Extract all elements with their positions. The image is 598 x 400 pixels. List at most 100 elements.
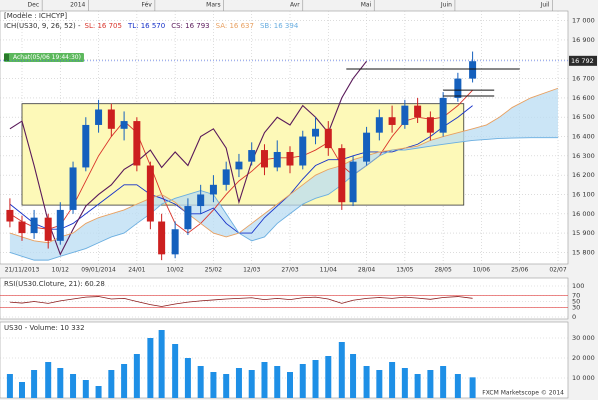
candle-body [312,128,320,137]
y-tick-label: 16 000 [572,210,595,218]
volume-bar [184,358,191,398]
candle-body [439,97,447,133]
volume-bar [70,374,77,398]
x-tick-label: 28/04 [358,267,375,274]
rsi-title: RSI(US30.Cloture, 21): 60.28 [4,280,105,288]
indicator-line [9,89,473,234]
buy-label: Achat(05/06 19:44:30) [13,54,81,61]
volume-bar [363,366,370,398]
price-tag-label: 16 792 [571,57,594,65]
x-tick-label: 25/06 [511,267,528,274]
price-tag [569,55,597,66]
volume-bar [223,374,230,398]
candle-body [56,209,64,241]
volume-bar [45,362,52,398]
y-tick-label: 17 000 [572,17,595,25]
candle-body [95,109,103,125]
candle-body [146,165,154,222]
y-tick-label: 16 400 [572,133,595,141]
candle-body [44,217,52,241]
candle-body [338,148,346,203]
month-label: Avr [290,2,300,9]
volume-bar [19,382,25,398]
candle-body [286,151,294,166]
volume-bar [133,354,140,398]
candle-body [414,105,422,118]
month-label: Dec [28,2,40,9]
volume-bar [389,362,396,398]
x-tick-label: 12/03 [243,267,260,274]
volume-bar [248,370,255,398]
y-tick-label: 15 900 [572,229,595,237]
candle-body [30,217,38,234]
footer: FXCM Marketscope © 2014 [482,390,564,397]
volume-bar [312,360,319,398]
candle-body [184,206,192,230]
legend-entry: CS: 16 793 [171,22,209,30]
volume-title: US30 - Volume: 10 332 [4,324,85,332]
y-tick-label: 0 [572,313,576,321]
x-tick-label: 28/05 [434,267,451,274]
volume-bar [469,377,476,398]
volume-bar [197,366,204,398]
y-tick-label: 100 [572,282,584,290]
y-tick-label: 16 300 [572,152,595,160]
volume-bar [95,386,102,398]
candle-body [197,194,205,207]
buy-tag [4,53,84,62]
candle-body [469,61,477,79]
volume-bar [158,330,165,398]
candle-body [158,221,166,255]
y-tick-label: 16 200 [572,171,595,179]
volume-bar [147,338,154,398]
x-tick-label: 25/02 [205,267,222,274]
y-tick-label: 70 [572,291,580,299]
month-label: Juil [540,2,550,9]
volume-bar [6,374,13,398]
candle-body [324,128,332,149]
x-tick-label: 21/11/2013 [5,267,40,274]
candle-body [6,209,14,222]
volume-bar [31,370,38,398]
y-tick-label: 10 000 [572,374,595,382]
x-tick-label: 10/02 [166,267,183,274]
x-tick-label: 27/03 [281,267,298,274]
candle-body [120,121,128,129]
volume-bar [235,368,242,398]
x-tick-label: 13/05 [396,267,413,274]
indicator-line [9,137,558,261]
legend-entry: TL: 16 570 [127,22,165,30]
x-tick-label: 24/01 [128,267,145,274]
y-tick-label: 30 [572,304,580,312]
x-tick-label: 11/04 [320,267,337,274]
y-tick-label: 30 000 [572,334,595,342]
y-tick-label: 15 800 [572,248,595,256]
candle-body [222,169,230,185]
volume-bar [82,380,89,398]
rsi-pane [0,277,569,320]
candle-body [401,105,409,125]
volume-bar [414,374,421,398]
volume-bar [299,364,306,398]
volume-bar [401,368,408,398]
candle-body [349,161,357,203]
volume-bar [274,366,281,398]
legend-entry: SA: 16 637 [216,22,254,30]
y-tick-label: 16 900 [572,36,595,44]
indicator-line [9,60,368,256]
candle-body [375,117,383,133]
x-tick-label: 09/01/2014 [81,267,116,274]
volume-bar [287,372,293,398]
volume-bar [350,354,357,398]
candle-body [248,150,256,162]
volume-bar [427,370,434,398]
volume-bar [338,342,345,398]
y-tick-label: 16 500 [572,113,595,121]
buy-marker [4,54,9,61]
y-tick-label: 16 700 [572,75,595,83]
candle-body [260,150,268,168]
rsi-line [9,296,473,307]
volume-bar [210,372,217,398]
candle-body [107,109,115,129]
